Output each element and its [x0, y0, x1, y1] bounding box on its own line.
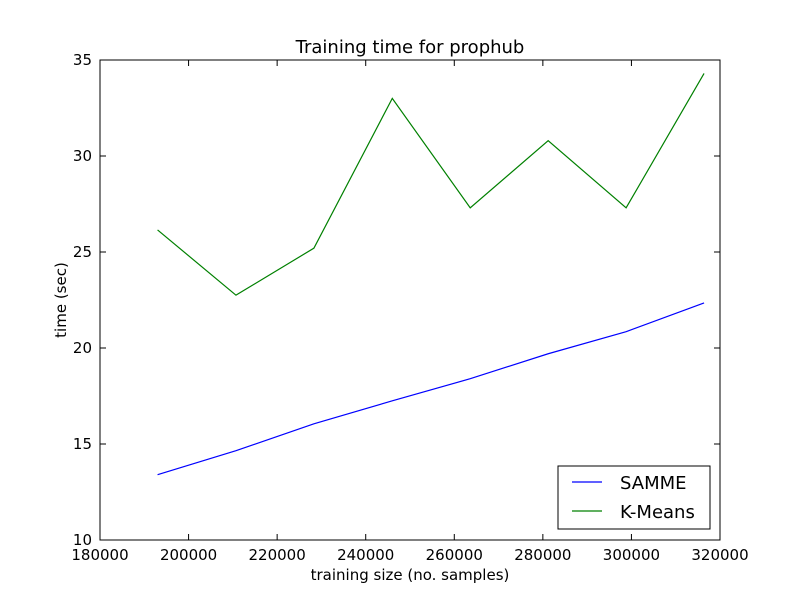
x-tick-label: 220000 — [249, 546, 306, 564]
series-line-k-means — [157, 73, 705, 296]
plot-frame — [99, 59, 721, 541]
x-tick-label: 200000 — [160, 546, 217, 564]
y-tick-label: 15 — [73, 435, 92, 453]
y-tick-label: 20 — [73, 339, 92, 357]
x-tick-label: 280000 — [514, 546, 571, 564]
x-tick-label: 240000 — [337, 546, 394, 564]
y-tick-label: 35 — [73, 51, 92, 69]
chart-title: Training time for prophub — [295, 37, 525, 58]
x-tick-label: 180000 — [71, 546, 128, 564]
x-tick-label: 320000 — [691, 546, 748, 564]
y-axis: 10 15 20 25 30 35 — [73, 51, 720, 549]
legend-label-kmeans: K-Means — [620, 502, 695, 523]
x-tick-label: 260000 — [426, 546, 483, 564]
y-tick-label: 25 — [73, 243, 92, 261]
legend-box — [557, 465, 711, 530]
plot-area — [157, 73, 705, 476]
x-axis-label: training size (no. samples) — [311, 566, 510, 584]
legend: SAMME K-Means — [557, 465, 711, 530]
series-line-samme — [157, 302, 705, 476]
x-axis: 180000 200000 220000 240000 260000 280000 3000… — [71, 60, 749, 564]
x-tick-label: 300000 — [603, 546, 660, 564]
legend-label-samme: SAMME — [620, 473, 687, 494]
y-tick-label: 10 — [73, 531, 92, 549]
y-axis-label: time (sec) — [52, 262, 70, 338]
y-tick-label: 30 — [73, 147, 92, 165]
